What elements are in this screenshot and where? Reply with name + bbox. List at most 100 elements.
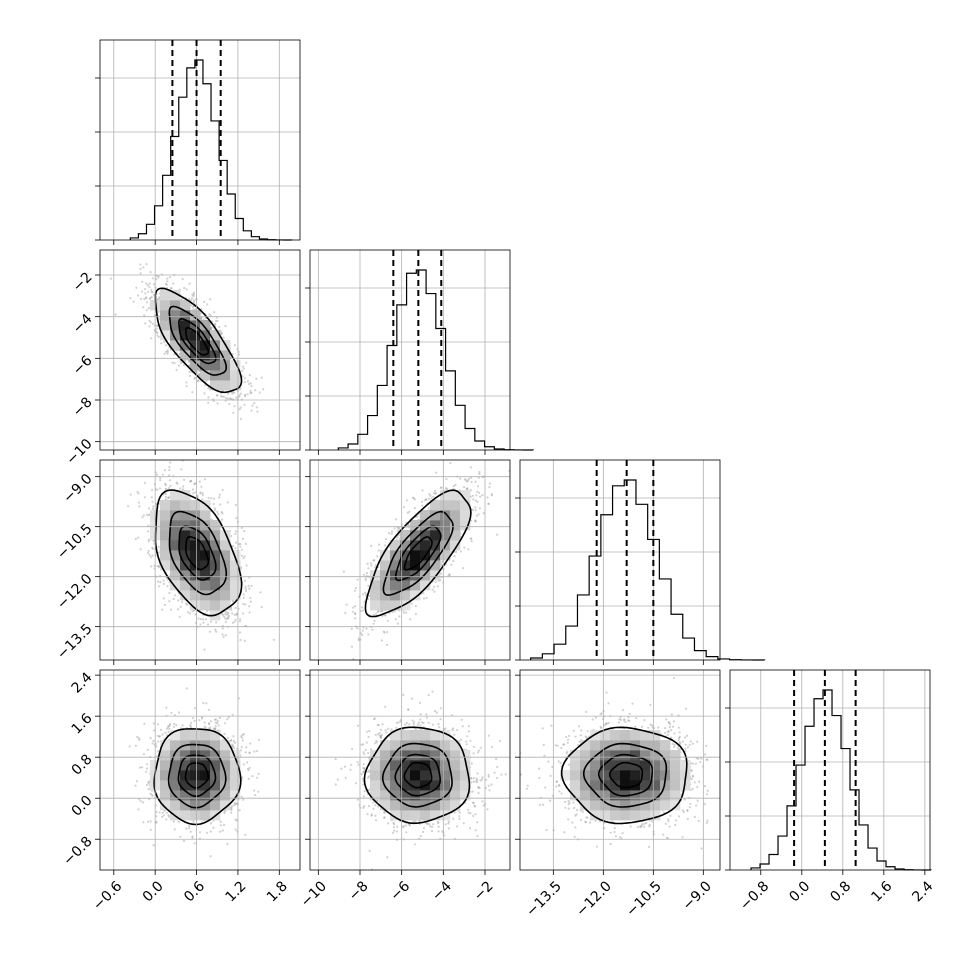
density-cell	[190, 530, 201, 541]
density-cell	[220, 580, 231, 591]
sample-point	[141, 280, 144, 283]
sample-point	[445, 487, 448, 490]
sample-point	[183, 478, 186, 481]
sample-point	[233, 391, 236, 394]
sample-point	[225, 397, 228, 400]
sample-point	[244, 395, 247, 398]
sample-point	[233, 620, 236, 623]
sample-point	[221, 614, 225, 617]
sample-point	[189, 304, 193, 307]
sample-point	[193, 483, 196, 486]
sample-point	[182, 363, 185, 367]
sample-point	[242, 367, 245, 370]
sample-point	[194, 482, 197, 485]
sample-point	[199, 618, 202, 621]
sample-point	[237, 395, 240, 398]
sample-point	[235, 517, 238, 520]
sample-point	[254, 389, 257, 392]
sample-point	[168, 581, 171, 584]
sample-point	[221, 627, 224, 630]
sample-point	[240, 554, 243, 558]
sample-point	[256, 410, 259, 413]
sample-point	[459, 550, 463, 553]
sample-point	[220, 612, 223, 615]
sample-point	[203, 300, 206, 303]
density-cell	[200, 580, 211, 591]
y-tick-label: −13.5	[54, 621, 96, 663]
sample-point	[192, 293, 195, 296]
sample-point	[231, 353, 234, 356]
sample-point	[176, 482, 179, 485]
y-tick-label: −2	[70, 269, 96, 295]
sample-point	[470, 540, 473, 543]
sample-point	[147, 507, 151, 510]
sample-point	[148, 282, 151, 285]
density-cell	[200, 520, 211, 531]
sample-point	[158, 487, 161, 490]
sample-point	[215, 621, 218, 624]
density-cell	[190, 580, 201, 591]
sample-point	[231, 600, 234, 603]
density-cell	[180, 500, 191, 511]
sample-point	[210, 497, 213, 500]
sample-point	[233, 344, 236, 347]
density-cell	[180, 540, 191, 551]
sample-point	[198, 373, 201, 376]
contour-line	[154, 287, 243, 394]
sample-point	[189, 480, 192, 483]
sample-point	[222, 635, 225, 639]
sample-point	[149, 321, 152, 324]
sample-point	[248, 611, 251, 614]
sample-point	[161, 608, 164, 611]
density-cell	[210, 590, 221, 601]
sample-point	[155, 327, 158, 330]
sample-point	[249, 382, 252, 385]
sample-point	[413, 507, 416, 510]
sample-point	[170, 287, 173, 290]
density-cell	[210, 570, 221, 581]
sample-point	[227, 392, 230, 395]
density-cell	[200, 530, 211, 541]
sample-point	[151, 507, 154, 510]
histogram-panel-2	[519, 459, 721, 661]
sample-point	[170, 287, 173, 290]
panel-frame-2-0	[99, 459, 301, 661]
sample-point	[127, 505, 130, 508]
sample-point	[177, 608, 180, 611]
sample-point	[157, 585, 160, 588]
sample-point	[205, 380, 208, 383]
sample-point	[163, 352, 166, 355]
sample-point	[213, 507, 216, 510]
sample-point	[487, 502, 490, 505]
sample-point	[194, 613, 197, 616]
sample-point	[149, 556, 152, 559]
sample-point	[221, 518, 224, 521]
sample-point	[238, 353, 241, 356]
sample-point	[209, 630, 212, 633]
sample-point	[226, 613, 229, 616]
sample-point	[216, 319, 219, 322]
x-tick-label: 1.6	[868, 878, 895, 905]
sample-point	[156, 488, 159, 491]
sample-point	[189, 479, 192, 483]
sample-point	[192, 299, 195, 302]
sample-point	[157, 565, 161, 568]
sample-point	[245, 361, 248, 364]
sample-point	[199, 623, 202, 626]
sample-point	[226, 501, 229, 504]
sample-point	[207, 496, 210, 499]
sample-point	[255, 377, 258, 380]
sample-point	[413, 498, 416, 501]
sample-point	[230, 608, 233, 611]
contour-line	[168, 510, 228, 596]
contour-line	[185, 535, 210, 571]
sample-point	[216, 510, 219, 513]
sample-point	[188, 370, 191, 373]
sample-point	[250, 409, 253, 412]
sample-point	[164, 350, 168, 353]
sample-point	[147, 551, 150, 555]
sample-point	[169, 461, 172, 464]
sample-point	[241, 375, 244, 378]
sample-point	[233, 613, 236, 616]
histogram-panel-3	[729, 669, 931, 871]
